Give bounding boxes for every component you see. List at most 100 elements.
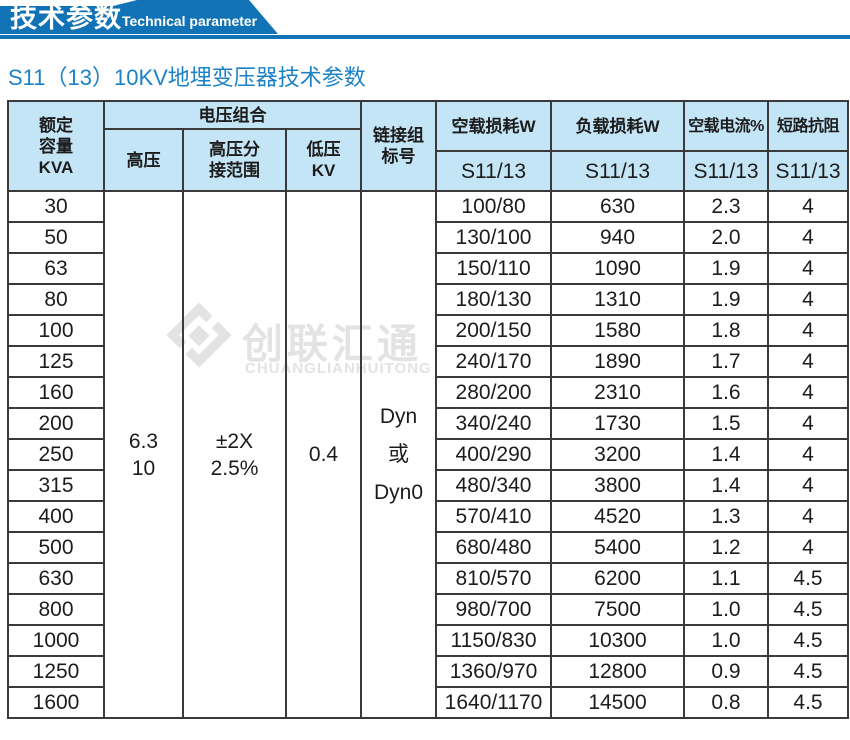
- no-load-current-cell: 1.6: [683, 376, 770, 409]
- table-row: 250 400/290 3200 1.4 4: [7, 438, 850, 471]
- table-row: 30 6.3 10 ±2X 2.5% 0.4 Dyn 或 Dyn0 100/80…: [7, 190, 850, 719]
- load-loss-cell: 1730: [550, 407, 686, 440]
- impedance-cell: 4: [767, 190, 850, 223]
- capacity-cell: 1000: [7, 624, 105, 657]
- no-load-current-cell: 1.2: [683, 531, 770, 564]
- table-row: 400 570/410 4520 1.3 4: [7, 500, 850, 533]
- load-loss-cell: 940: [550, 221, 686, 254]
- section-banner: 技术参数 Technical parameter: [0, 0, 278, 34]
- no-load-loss-cell: 150/110: [435, 252, 553, 285]
- no-load-current-cell: 2.0: [683, 221, 770, 254]
- capacity-cell: 250: [7, 438, 105, 471]
- header-capacity: 额定 容量 KVA: [7, 100, 105, 192]
- no-load-loss-cell: 810/570: [435, 562, 553, 595]
- impedance-cell: 4.5: [767, 686, 850, 719]
- table-header: 额定 容量 KVA 电压组合 链接组 标号 空载损耗W 负载损耗W 空载电流% …: [7, 100, 850, 192]
- table-row: 100 200/150 1580 1.8 4: [7, 314, 850, 347]
- load-loss-cell: 1890: [550, 345, 686, 378]
- impedance-cell: 4: [767, 314, 850, 347]
- capacity-cell: 80: [7, 283, 105, 316]
- load-loss-cell: 7500: [550, 593, 686, 626]
- load-loss-cell: 630: [550, 190, 686, 223]
- capacity-cell: 100: [7, 314, 105, 347]
- no-load-current-cell: 2.3: [683, 190, 770, 223]
- header-connection: 链接组 标号: [360, 100, 438, 192]
- load-loss-cell: 5400: [550, 531, 686, 564]
- capacity-cell: 1250: [7, 655, 105, 688]
- header-model-noload: S11/13: [435, 150, 553, 192]
- load-loss-cell: 4520: [550, 500, 686, 533]
- no-load-loss-cell: 980/700: [435, 593, 553, 626]
- capacity-cell: 125: [7, 345, 105, 378]
- no-load-loss-cell: 570/410: [435, 500, 553, 533]
- connection-value-cell: Dyn 或 Dyn0: [360, 190, 438, 719]
- page-title: S11（13）10KV地埋变压器技术参数: [8, 65, 366, 90]
- capacity-cell: 315: [7, 469, 105, 502]
- impedance-cell: 4: [767, 469, 850, 502]
- header-model-current: S11/13: [683, 150, 770, 192]
- no-load-loss-cell: 1360/970: [435, 655, 553, 688]
- table-row: 1600 1640/1170 14500 0.8 4.5: [7, 686, 850, 719]
- no-load-current-cell: 1.0: [683, 593, 770, 626]
- header-model-load: S11/13: [550, 150, 686, 192]
- no-load-current-cell: 1.8: [683, 314, 770, 347]
- no-load-loss-cell: 280/200: [435, 376, 553, 409]
- capacity-cell: 30: [7, 190, 105, 223]
- header-short-circuit: 短路抗阻: [767, 100, 850, 152]
- no-load-current-cell: 1.1: [683, 562, 770, 595]
- no-load-current-cell: 1.0: [683, 624, 770, 657]
- table-row: 1250 1360/970 12800 0.9 4.5: [7, 655, 850, 688]
- impedance-cell: 4: [767, 438, 850, 471]
- table-row: 1000 1150/830 10300 1.0 4.5: [7, 624, 850, 657]
- table-row: 63 150/110 1090 1.9 4: [7, 252, 850, 285]
- capacity-cell: 800: [7, 593, 105, 626]
- table-row: 160 280/200 2310 1.6 4: [7, 376, 850, 409]
- table-row: 80 180/130 1310 1.9 4: [7, 283, 850, 316]
- impedance-cell: 4: [767, 345, 850, 378]
- capacity-cell: 400: [7, 500, 105, 533]
- capacity-cell: 630: [7, 562, 105, 595]
- header-hv: 高压: [103, 128, 184, 192]
- no-load-current-cell: 1.4: [683, 438, 770, 471]
- impedance-cell: 4: [767, 531, 850, 564]
- no-load-loss-cell: 480/340: [435, 469, 553, 502]
- no-load-current-cell: 1.5: [683, 407, 770, 440]
- impedance-cell: 4: [767, 500, 850, 533]
- table-body: 30 6.3 10 ±2X 2.5% 0.4 Dyn 或 Dyn0 100/80…: [7, 190, 850, 719]
- header-model-impedance: S11/13: [767, 150, 850, 192]
- capacity-cell: 1600: [7, 686, 105, 719]
- capacity-cell: 200: [7, 407, 105, 440]
- table-row: 630 810/570 6200 1.1 4.5: [7, 562, 850, 595]
- load-loss-cell: 2310: [550, 376, 686, 409]
- capacity-cell: 500: [7, 531, 105, 564]
- table-row: 200 340/240 1730 1.5 4: [7, 407, 850, 440]
- no-load-current-cell: 1.7: [683, 345, 770, 378]
- no-load-loss-cell: 400/290: [435, 438, 553, 471]
- banner-title-en: Technical parameter: [122, 13, 258, 29]
- impedance-cell: 4.5: [767, 655, 850, 688]
- impedance-cell: 4: [767, 252, 850, 285]
- hv-tap-value-cell: ±2X 2.5%: [182, 190, 287, 719]
- banner-underline: [0, 35, 850, 39]
- header-load-loss: 负载损耗W: [550, 100, 686, 152]
- load-loss-cell: 14500: [550, 686, 686, 719]
- no-load-loss-cell: 340/240: [435, 407, 553, 440]
- load-loss-cell: 1580: [550, 314, 686, 347]
- no-load-current-cell: 1.4: [683, 469, 770, 502]
- impedance-cell: 4.5: [767, 562, 850, 595]
- load-loss-cell: 10300: [550, 624, 686, 657]
- no-load-current-cell: 1.9: [683, 283, 770, 316]
- no-load-current-cell: 0.8: [683, 686, 770, 719]
- parameters-table: 额定 容量 KVA 电压组合 链接组 标号 空载损耗W 负载损耗W 空载电流% …: [7, 100, 850, 719]
- load-loss-cell: 1090: [550, 252, 686, 285]
- capacity-cell: 160: [7, 376, 105, 409]
- banner-title-cn: 技术参数: [10, 3, 122, 33]
- impedance-cell: 4: [767, 221, 850, 254]
- table-row: 800 980/700 7500 1.0 4.5: [7, 593, 850, 626]
- no-load-loss-cell: 1640/1170: [435, 686, 553, 719]
- impedance-cell: 4: [767, 283, 850, 316]
- capacity-cell: 50: [7, 221, 105, 254]
- header-voltage-group: 电压组合: [102, 100, 363, 130]
- load-loss-cell: 3200: [550, 438, 686, 471]
- table-row: 50 130/100 940 2.0 4: [7, 221, 850, 254]
